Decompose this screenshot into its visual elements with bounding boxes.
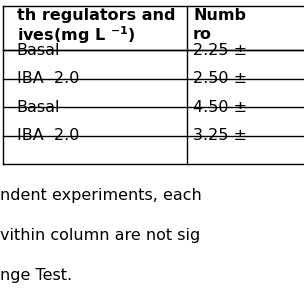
Text: IBA  2.0: IBA 2.0: [17, 128, 79, 143]
Text: ndent experiments, each: ndent experiments, each: [0, 188, 202, 203]
Text: Basal: Basal: [17, 100, 60, 115]
Text: ro: ro: [193, 27, 212, 42]
Text: vithin column are not sig: vithin column are not sig: [0, 228, 200, 243]
Text: 2.50 ±: 2.50 ±: [193, 71, 247, 86]
Text: 4.50 ±: 4.50 ±: [193, 100, 247, 115]
Text: Numb: Numb: [193, 8, 246, 23]
Text: 2.25 ±: 2.25 ±: [193, 43, 247, 58]
Text: IBA  2.0: IBA 2.0: [17, 71, 79, 86]
Text: ives(mg $\mathbf{L}$ $^{\mathbf{-1}}$): ives(mg $\mathbf{L}$ $^{\mathbf{-1}}$): [17, 24, 136, 46]
Text: Basal: Basal: [17, 43, 60, 58]
Text: 3.25 ±: 3.25 ±: [193, 128, 247, 143]
Text: th regulators and: th regulators and: [17, 8, 175, 23]
Text: nge Test.: nge Test.: [0, 268, 72, 282]
